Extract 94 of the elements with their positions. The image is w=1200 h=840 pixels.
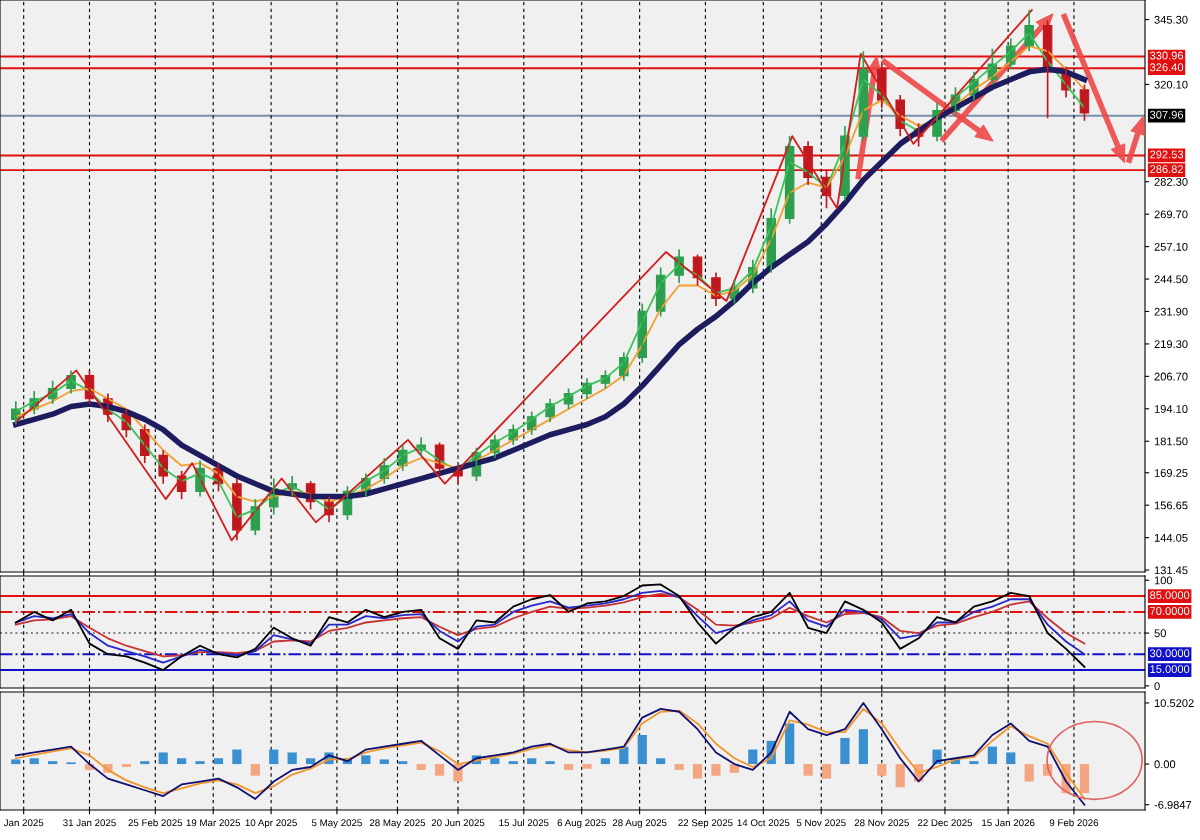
bar bbox=[158, 752, 168, 765]
bar bbox=[269, 749, 279, 765]
y-tick-label: 144.05 bbox=[1154, 533, 1188, 542]
y-tick-label: 320.10 bbox=[1154, 80, 1188, 89]
x-tick-label: 19 Mar 2025 bbox=[186, 819, 241, 827]
ref-line-label: 326.40 bbox=[1150, 63, 1184, 72]
x-tick-label: 31 Jan 2025 bbox=[63, 819, 116, 827]
bar bbox=[932, 749, 942, 765]
x-tick-label: 28 Nov 2025 bbox=[854, 819, 909, 827]
y-tick-label: 10.5202 bbox=[1154, 699, 1194, 708]
x-tick-label: Jan 2025 bbox=[3, 819, 44, 827]
bar bbox=[361, 755, 371, 765]
ref-line-label: 15.0000 bbox=[1150, 665, 1190, 674]
y-tick-label: 231.90 bbox=[1154, 307, 1188, 316]
bar bbox=[379, 759, 389, 765]
bar bbox=[11, 759, 21, 765]
bar bbox=[840, 737, 850, 765]
y-tick-label: 282.30 bbox=[1154, 178, 1188, 186]
bar bbox=[508, 761, 518, 765]
bar bbox=[711, 764, 721, 776]
y-tick-label: 181.50 bbox=[1154, 437, 1188, 446]
bar bbox=[416, 764, 426, 770]
x-tick-label: 22 Sep 2025 bbox=[678, 819, 733, 829]
x-tick-label: 14 Oct 2025 bbox=[737, 819, 790, 827]
ref-line-label: 70.0000 bbox=[1150, 607, 1190, 615]
x-tick-label: 6 Aug 2025 bbox=[557, 819, 606, 829]
bar bbox=[877, 764, 887, 776]
bar bbox=[692, 764, 703, 779]
y-tick-label: 0 bbox=[1154, 682, 1160, 691]
bar bbox=[729, 764, 739, 773]
ref-line-label: 286.82 bbox=[1150, 165, 1184, 174]
bar bbox=[250, 764, 260, 776]
y-tick-label: 50 bbox=[1154, 629, 1166, 638]
bar bbox=[1079, 764, 1090, 794]
y-tick-label: 206.70 bbox=[1154, 372, 1188, 381]
bar bbox=[785, 723, 795, 765]
bar bbox=[674, 764, 684, 770]
y-tick-label: 100 bbox=[1154, 576, 1173, 585]
bar bbox=[987, 746, 997, 765]
y-tick-label: 156.65 bbox=[1154, 501, 1188, 510]
bar bbox=[287, 752, 297, 765]
x-tick-label: 25 Feb 2025 bbox=[128, 819, 183, 827]
x-tick-label: 28 Aug 2025 bbox=[612, 819, 667, 829]
bar bbox=[803, 764, 813, 776]
x-tick-label: 22 Dec 2025 bbox=[917, 819, 973, 827]
y-tick-label: 257.10 bbox=[1154, 242, 1188, 251]
bar bbox=[748, 749, 758, 765]
bar bbox=[637, 735, 647, 765]
y-tick-label: 244.50 bbox=[1154, 275, 1188, 284]
y-tick-label: 131.45 bbox=[1154, 566, 1188, 575]
bar bbox=[582, 764, 592, 769]
y-tick-label: 345.30 bbox=[1154, 15, 1188, 24]
x-tick-label: 28 May 2025 bbox=[369, 819, 426, 829]
x-tick-label: 15 Jan 2026 bbox=[982, 819, 1035, 827]
bar bbox=[821, 764, 832, 779]
bar bbox=[895, 764, 905, 788]
bar bbox=[305, 758, 316, 765]
bar bbox=[858, 729, 868, 765]
x-tick-label: 9 Feb 2026 bbox=[1049, 819, 1099, 827]
bar bbox=[1006, 752, 1016, 765]
y-tick-label: 269.70 bbox=[1154, 210, 1188, 219]
bar bbox=[656, 758, 666, 765]
bar bbox=[213, 758, 224, 765]
ref-line-label: 330.96 bbox=[1150, 51, 1184, 60]
y-tick-label: -6.9847 bbox=[1154, 800, 1192, 809]
y-tick-label: 0.00 bbox=[1154, 760, 1176, 769]
y-tick-label: 219.30 bbox=[1154, 340, 1188, 349]
bar bbox=[600, 758, 611, 765]
bar bbox=[140, 761, 150, 765]
bar bbox=[545, 761, 555, 765]
bar bbox=[563, 764, 574, 770]
bar bbox=[195, 761, 205, 765]
bar bbox=[1024, 764, 1034, 782]
bar bbox=[29, 758, 39, 765]
ref-line-label: 292.53 bbox=[1150, 150, 1184, 159]
x-tick-label: 5 Nov 2025 bbox=[796, 819, 846, 827]
ref-line-label: 307.96 bbox=[1150, 110, 1184, 119]
x-tick-label: 15 Jul 2025 bbox=[499, 819, 549, 827]
bar bbox=[969, 761, 979, 765]
bar bbox=[232, 749, 242, 765]
x-tick-label: 20 Jun 2025 bbox=[431, 819, 485, 827]
bar bbox=[434, 764, 445, 776]
bar bbox=[527, 758, 537, 765]
bar bbox=[177, 758, 187, 765]
x-tick-label: 5 May 2025 bbox=[311, 819, 362, 829]
y-tick-label: 169.25 bbox=[1154, 469, 1188, 477]
ref-line-label: 30.0000 bbox=[1150, 649, 1190, 658]
bar bbox=[490, 758, 500, 765]
ref-line-label: 85.0000 bbox=[1150, 591, 1190, 600]
bar bbox=[48, 761, 58, 765]
y-tick-label: 194.10 bbox=[1154, 405, 1188, 413]
bar bbox=[121, 764, 131, 767]
bar bbox=[398, 761, 408, 765]
x-tick-label: 10 Apr 2025 bbox=[245, 819, 297, 829]
